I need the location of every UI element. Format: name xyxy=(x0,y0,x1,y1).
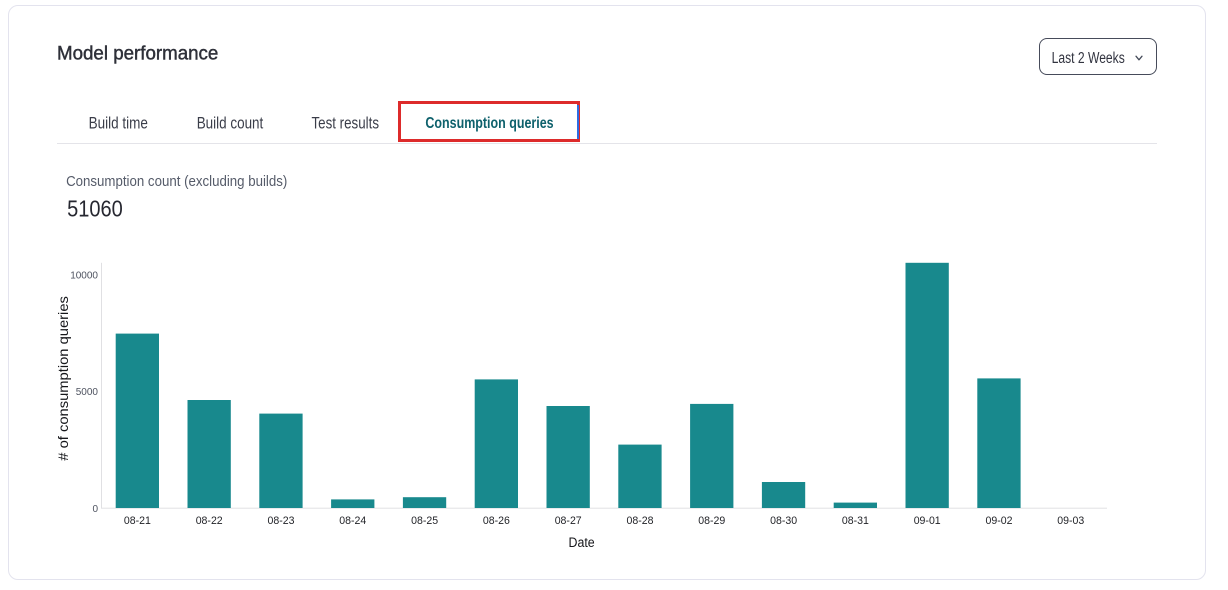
svg-text:Consumption count (excluding b: Consumption count (excluding builds) xyxy=(66,173,287,190)
svg-text:08-29: 08-29 xyxy=(698,515,725,527)
svg-text:08-27: 08-27 xyxy=(555,515,582,527)
svg-text:Consumption queries: Consumption queries xyxy=(425,115,553,132)
svg-text:08-25: 08-25 xyxy=(411,515,438,527)
svg-text:51060: 51060 xyxy=(67,195,123,221)
svg-text:Model performance: Model performance xyxy=(57,42,218,64)
svg-text:Build count: Build count xyxy=(197,115,264,133)
svg-text:08-28: 08-28 xyxy=(627,515,654,527)
svg-text:08-26: 08-26 xyxy=(483,515,510,527)
svg-text:10000: 10000 xyxy=(70,270,98,281)
svg-text:Date: Date xyxy=(569,535,595,550)
svg-text:08-31: 08-31 xyxy=(842,515,869,527)
svg-text:08-22: 08-22 xyxy=(196,515,223,527)
svg-text:08-23: 08-23 xyxy=(268,515,295,527)
svg-text:08-30: 08-30 xyxy=(770,515,797,527)
svg-text:09-02: 09-02 xyxy=(986,515,1013,527)
svg-text:Last 2 Weeks: Last 2 Weeks xyxy=(1052,50,1125,67)
svg-text:09-03: 09-03 xyxy=(1057,515,1084,527)
svg-text:09-01: 09-01 xyxy=(914,515,941,527)
svg-text:08-24: 08-24 xyxy=(339,515,366,527)
svg-text:5000: 5000 xyxy=(76,387,99,398)
svg-text:Build time: Build time xyxy=(89,115,148,133)
svg-text:Test results: Test results xyxy=(312,115,380,133)
svg-text:# of consumption queries: # of consumption queries xyxy=(55,296,71,461)
svg-text:0: 0 xyxy=(92,504,98,515)
svg-text:08-21: 08-21 xyxy=(124,515,151,527)
